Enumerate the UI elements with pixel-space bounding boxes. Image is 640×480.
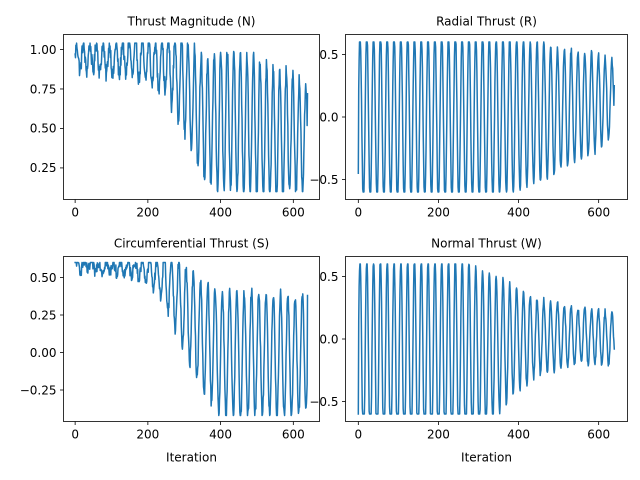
y-tick-label: −0.25 [20,383,57,397]
x-tick-label: 400 [209,428,232,442]
axes-frame [63,34,320,200]
x-tick-label: 600 [587,428,610,442]
y-tick-label: −0.5 [309,173,338,187]
y-tick-label: −0.5 [309,395,338,409]
subplot-4: 0 200 400 600 −0.5 0.0 0.5 Normal Thrust (W) Ite… [309,237,628,465]
x-axis-label: Iteration [166,451,217,465]
series-line [357,41,616,193]
subplot-title: Thrust Magnitude (N) [127,15,256,29]
subplot-1: 0 200 400 600 0.25 0.50 0.75 1.00 Thrust Magnitu… [30,15,320,220]
x-tick-label: 200 [427,206,450,220]
x-tick-label: 200 [136,428,159,442]
y-tick-label: 0.50 [30,122,57,136]
x-tick-label: 200 [136,206,159,220]
y-tick-label: 0.5 [319,48,338,62]
x-tick-label: 600 [587,206,610,220]
y-tick-label: 0.5 [319,270,338,284]
y-tick-label: 0.75 [30,82,57,96]
x-tick-label: 400 [209,206,232,220]
x-tick-label: 600 [282,206,305,220]
series-line [74,261,309,417]
series-line [74,42,309,193]
subplot-2: 0 200 400 600 −0.5 0.0 0.5 Radial Thrust (R) [309,15,628,220]
subplot-3: 0 200 400 600 −0.25 0.00 0.25 0.50 Circumferenti… [20,237,320,465]
y-tick-label: 0.00 [30,346,57,360]
x-tick-label: 200 [427,428,450,442]
y-tick-label: 0.25 [30,308,57,322]
y-tick-label: 1.00 [30,43,57,57]
y-tick-label: 0.0 [319,110,338,124]
series-line [357,263,616,415]
subplot-title: Circumferential Thrust (S) [114,237,269,251]
x-tick-label: 0 [354,428,362,442]
x-tick-label: 0 [71,206,79,220]
y-tick-label: 0.50 [30,271,57,285]
x-axis-label: Iteration [461,451,512,465]
x-tick-label: 0 [354,206,362,220]
x-tick-label: 600 [282,428,305,442]
x-tick-label: 400 [507,206,530,220]
subplot-title: Normal Thrust (W) [431,237,542,251]
x-tick-label: 400 [507,428,530,442]
axes-frame [63,256,320,422]
y-tick-label: 0.0 [319,332,338,346]
y-tick-label: 0.25 [30,161,57,175]
x-tick-label: 0 [71,428,79,442]
subplot-title: Radial Thrust (R) [436,15,537,29]
